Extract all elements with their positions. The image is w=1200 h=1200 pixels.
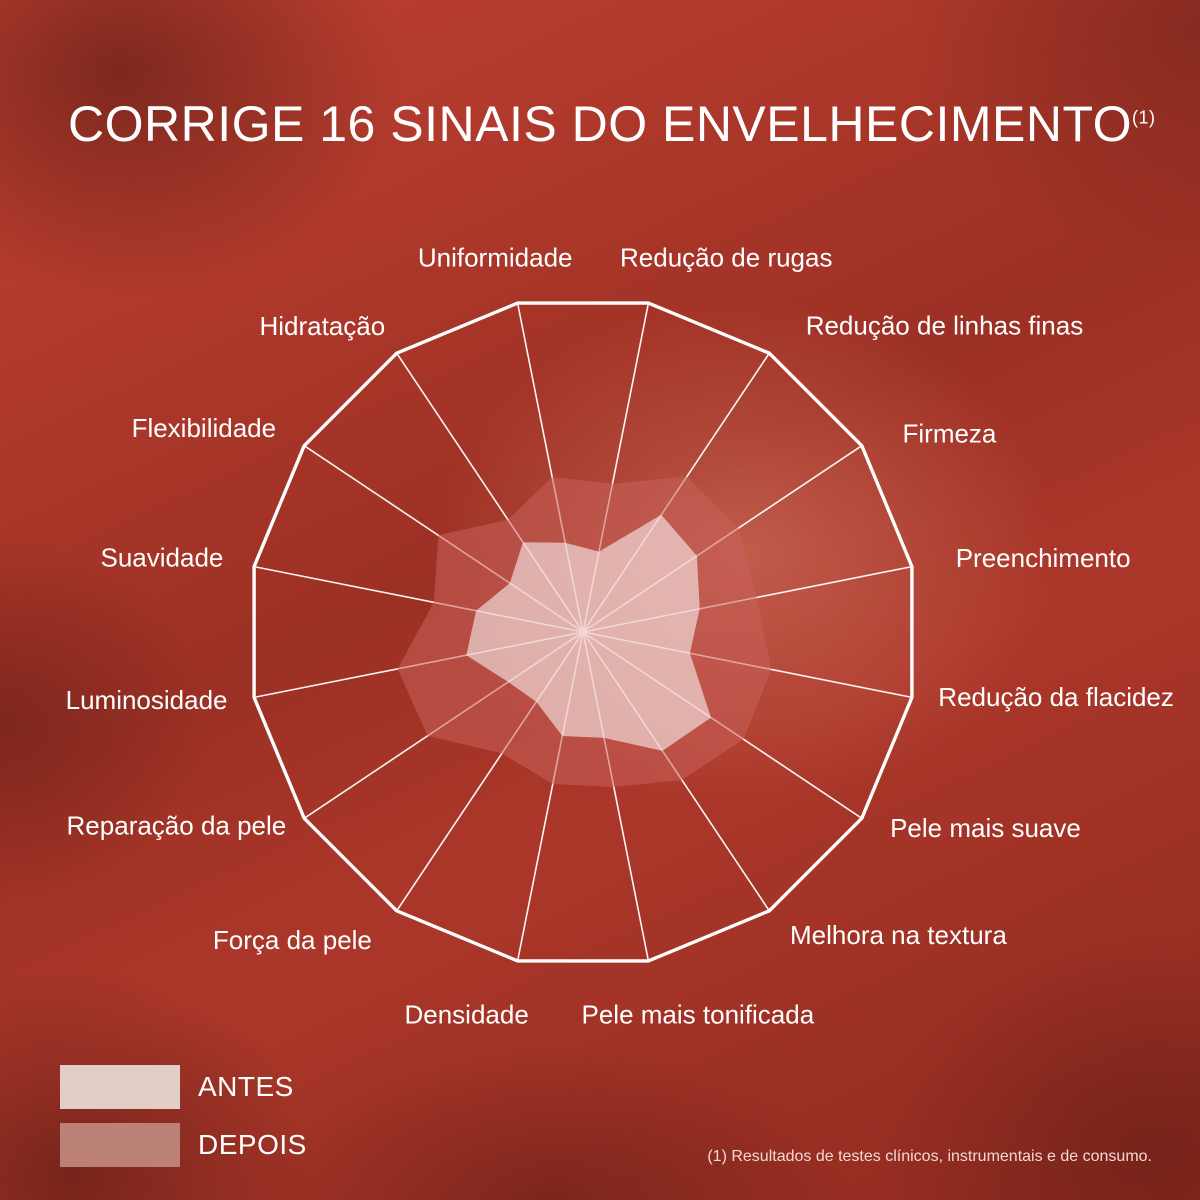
svg-text:Preenchimento: Preenchimento: [956, 543, 1131, 573]
svg-text:Firmeza: Firmeza: [903, 419, 997, 449]
svg-text:Redução de linhas finas: Redução de linhas finas: [806, 310, 1084, 340]
svg-text:Reparação da pele: Reparação da pele: [67, 810, 287, 840]
svg-text:Luminosidade: Luminosidade: [66, 685, 228, 715]
svg-text:Suavidade: Suavidade: [101, 542, 224, 572]
svg-text:Flexibilidade: Flexibilidade: [132, 413, 277, 443]
svg-text:Uniformidade: Uniformidade: [418, 242, 573, 272]
svg-text:Força da pele: Força da pele: [213, 925, 372, 955]
svg-text:Hidratação: Hidratação: [259, 311, 385, 341]
svg-text:Densidade: Densidade: [404, 1000, 528, 1030]
svg-text:Pele mais tonificada: Pele mais tonificada: [582, 1000, 815, 1030]
svg-text:Redução da flacidez: Redução da flacidez: [938, 682, 1174, 712]
svg-text:Melhora na textura: Melhora na textura: [790, 920, 1007, 950]
svg-text:Pele mais suave: Pele mais suave: [890, 813, 1081, 843]
svg-text:Redução de rugas: Redução de rugas: [620, 242, 832, 272]
